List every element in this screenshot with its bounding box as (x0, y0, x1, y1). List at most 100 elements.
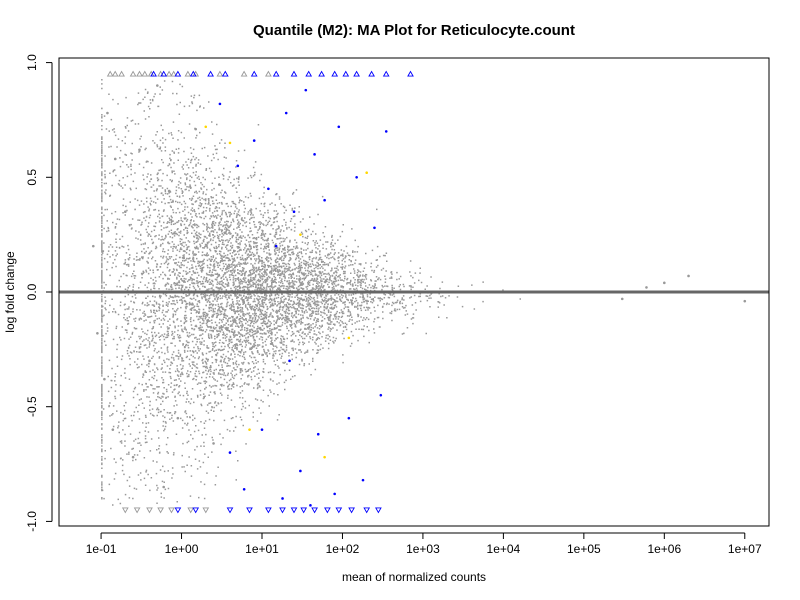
y-axis: -1.0 -0.5 0.0 0.5 1.0 (25, 54, 53, 532)
significant-out-of-range-point (174, 70, 182, 77)
significant-point (260, 428, 264, 431)
y-tick-label: -1.0 (25, 511, 39, 532)
not-significant-point (156, 84, 159, 87)
not-significant-point (91, 244, 95, 248)
significant-out-of-range-point (324, 507, 331, 514)
significant-point (252, 139, 256, 142)
significant-out-of-range-point (311, 507, 318, 514)
significant-point (281, 497, 284, 500)
significant-out-of-range-point (318, 70, 325, 77)
significant-out-of-range-point (305, 70, 313, 77)
out-of-range-point (168, 507, 175, 514)
significant-out-of-range-point (246, 507, 253, 514)
significant-point (292, 210, 296, 214)
significant-point (309, 504, 312, 507)
significant-out-of-range-point (353, 70, 360, 77)
significant-out-of-range-point (382, 70, 390, 77)
y-tick-label: 0.5 (25, 169, 39, 186)
not-significant-point (131, 455, 135, 459)
not-significant-point (106, 111, 109, 115)
chart-title: Quantile (M2): MA Plot for Reticulocyte.… (253, 22, 575, 39)
significant-out-of-range-point (375, 507, 382, 514)
x-tick-label: 1e-01 (86, 542, 117, 556)
out-of-range-point (133, 507, 141, 514)
significant-out-of-range-point (174, 507, 182, 514)
not-significant-point (162, 485, 165, 489)
out-of-range-point (118, 70, 125, 77)
not-significant-point (645, 286, 648, 289)
out-of-range-point (265, 70, 272, 77)
x-tick-label: 1e+03 (406, 542, 440, 556)
highlight-point (228, 141, 232, 145)
highlight-point (365, 171, 368, 175)
out-of-range-point (111, 70, 119, 77)
y-tick-label: -0.5 (25, 396, 39, 417)
not-significant-point (663, 281, 666, 285)
highlight-point (323, 455, 326, 459)
x-tick-label: 1e+00 (165, 542, 199, 556)
significant-out-of-range-point (207, 70, 214, 77)
not-significant-point (167, 189, 171, 193)
x-tick-label: 1e+05 (567, 542, 601, 556)
not-significant-point (111, 428, 115, 431)
out-of-range-point (157, 507, 164, 514)
significant-point (218, 102, 222, 106)
x-tick-label: 1e+02 (326, 542, 360, 556)
out-of-range-point (136, 70, 143, 77)
significant-out-of-range-point (363, 507, 371, 514)
x-tick-label: 1e+07 (728, 542, 762, 556)
significant-point (337, 125, 341, 129)
not-significant-point (194, 127, 198, 131)
not-significant-point (176, 416, 180, 420)
out-of-range-point (129, 70, 137, 77)
significant-out-of-range-point (189, 70, 197, 77)
not-significant-point (620, 297, 624, 301)
not-significant-point (687, 274, 690, 278)
out-of-range-point (170, 70, 178, 77)
x-axis-label: mean of normalized counts (342, 570, 486, 584)
significant-point (304, 88, 308, 92)
out-of-range-point (121, 507, 129, 514)
not-significant-point (123, 210, 127, 214)
significant-point (242, 487, 246, 491)
significant-point (288, 359, 291, 363)
significant-out-of-range-point (192, 507, 200, 514)
out-of-range-point (216, 70, 224, 77)
significant-point (347, 416, 351, 420)
significant-out-of-range-point (150, 70, 157, 77)
significant-point (384, 130, 388, 133)
not-significant-point (103, 377, 106, 381)
significant-out-of-range-point (407, 70, 414, 77)
significant-out-of-range-point (160, 70, 168, 77)
x-tick-label: 1e+06 (647, 542, 681, 556)
out-of-range-point (187, 507, 195, 514)
significant-out-of-range-point (250, 70, 258, 77)
significant-out-of-range-point (279, 507, 286, 514)
out-of-range-point (202, 507, 210, 514)
significant-point (323, 198, 326, 202)
significant-out-of-range-point (300, 507, 308, 514)
significant-point (299, 469, 302, 473)
highlight-point (299, 233, 302, 236)
x-axis: 1e-01 1e+00 1e+01 1e+02 1e+03 1e+04 1e+05 1e+06… (86, 532, 762, 556)
out-of-range-point (146, 507, 153, 514)
y-axis-label: log fold change (3, 251, 17, 333)
significant-out-of-range-point (342, 70, 350, 77)
x-tick-label: 1e+01 (245, 542, 279, 556)
significant-out-of-range-point (265, 507, 272, 514)
data-points (91, 70, 747, 514)
out-of-range-point (184, 70, 192, 77)
significant-point (236, 164, 240, 168)
not-significant-point (113, 157, 117, 161)
significant-point (361, 478, 365, 482)
significant-out-of-range-point (348, 507, 355, 514)
out-of-range-point (165, 70, 173, 77)
significant-point (333, 492, 336, 496)
x-tick-label: 1e+04 (487, 542, 521, 556)
significant-out-of-range-point (226, 507, 234, 514)
significant-point (228, 451, 232, 454)
significant-out-of-range-point (331, 70, 339, 77)
significant-point (313, 153, 316, 156)
significant-out-of-range-point (290, 70, 298, 77)
significant-out-of-range-point (368, 70, 375, 77)
